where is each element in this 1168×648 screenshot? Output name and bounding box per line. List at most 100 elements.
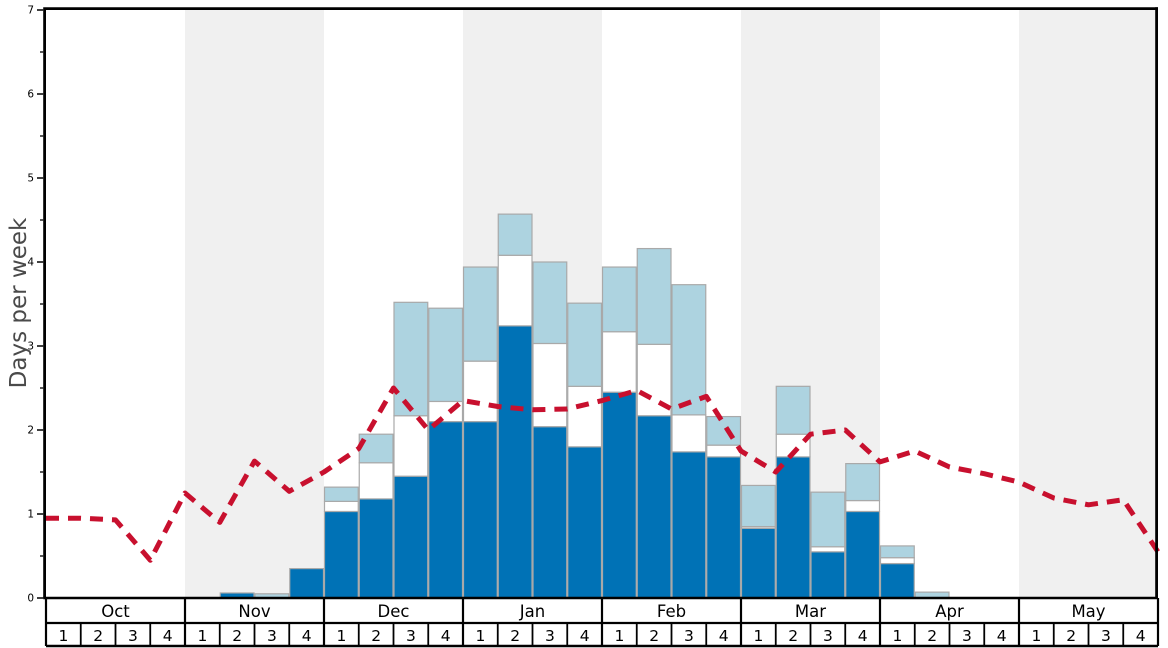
svg-text:3: 3 [545,627,555,645]
svg-text:1: 1 [197,627,207,645]
svg-text:1: 1 [475,627,485,645]
bar-week-24-segment-white [879,557,915,565]
svg-text:4: 4 [163,627,173,645]
stacked-bars [219,213,950,599]
bar-week-22-segment-dark [810,551,846,599]
bar-week-12-segment-dark [462,421,498,599]
bar-week-16-segment-dark [601,391,637,599]
bar-week-15-segment-white [567,385,603,448]
axis-table [43,596,1160,648]
bar-week-20-segment-dark [740,527,776,599]
svg-text:2: 2 [1066,627,1076,645]
svg-text:2: 2 [510,627,520,645]
svg-text:0: 0 [27,593,34,605]
bar-week-13-segment-light [497,213,533,256]
svg-text:3: 3 [684,627,694,645]
bar-week-11-segment-dark [428,421,464,599]
bar-week-24-segment-dark [879,562,915,599]
trend-line [46,385,1161,563]
svg-text:4: 4 [27,257,34,269]
bar-week-22-segment-white [810,546,846,553]
bar-week-14-segment-dark [532,426,568,599]
bar-week-19-segment-light [706,415,742,446]
bar-week-24-segment-light [879,545,915,559]
svg-text:3: 3 [1101,627,1111,645]
svg-text:Apr: Apr [935,602,964,621]
bar-week-12-segment-white [462,360,498,423]
bar-week-19-segment-white [706,444,742,458]
svg-text:3: 3 [267,627,277,645]
svg-text:3: 3 [823,627,833,645]
bar-week-13-segment-dark [497,325,533,599]
bar-week-18-segment-white [671,414,707,453]
svg-text:2: 2 [232,627,242,645]
svg-text:1: 1 [336,627,346,645]
plot-frame [43,7,1158,598]
svg-text:2: 2 [93,627,103,645]
bar-week-17-segment-dark [636,415,672,599]
svg-text:4: 4 [719,627,729,645]
bar-week-13-segment-white [497,254,533,327]
svg-text:Feb: Feb [657,602,686,621]
bar-week-20-segment-light [740,484,776,528]
svg-text:4: 4 [441,627,451,645]
svg-text:1: 1 [892,627,902,645]
bar-week-22-segment-light [810,491,846,548]
bar-week-7-segment-dark [289,567,325,599]
bar-week-18-segment-dark [671,451,707,599]
svg-text:3: 3 [27,341,34,353]
svg-text:4: 4 [1136,627,1146,645]
svg-text:4: 4 [997,627,1007,645]
bar-week-23-segment-dark [845,510,881,599]
shaded-band-may [1019,10,1158,598]
bar-week-15-segment-light [567,302,603,387]
svg-text:Mar: Mar [795,602,826,621]
svg-text:3: 3 [962,627,972,645]
svg-text:1: 1 [614,627,624,645]
svg-text:Oct: Oct [101,602,130,621]
month-labels: Oct Nov Dec Jan Feb Mar Apr May [101,602,1106,621]
svg-text:1: 1 [753,627,763,645]
bar-week-16-segment-light [601,266,637,333]
svg-text:Jan: Jan [519,602,545,621]
svg-text:2: 2 [927,627,937,645]
bar-week-23-segment-white [845,499,881,513]
y-axis-title: Days per week [6,217,32,389]
y-axis-ticks: 0 1 2 3 4 5 6 7 [27,5,44,605]
bar-week-11-segment-light [428,307,464,403]
svg-text:2: 2 [371,627,381,645]
bar-week-9-segment-white [358,462,394,500]
svg-text:1: 1 [58,627,68,645]
svg-text:1: 1 [27,509,34,521]
svg-text:4: 4 [580,627,590,645]
svg-text:4: 4 [858,627,868,645]
svg-text:1: 1 [1031,627,1041,645]
trend-line-group [46,385,1161,563]
bar-week-14-segment-light [532,261,568,345]
bar-week-9-segment-dark [358,498,394,599]
bar-week-19-segment-dark [706,456,742,599]
svg-text:Nov: Nov [238,602,270,621]
bar-week-8-segment-dark [323,510,359,599]
bar-week-17-segment-light [636,247,672,345]
bar-week-12-segment-light [462,266,498,362]
bar-week-15-segment-dark [567,446,603,599]
bar-week-10-segment-light [393,301,429,417]
bar-week-23-segment-light [845,463,881,502]
svg-text:May: May [1071,602,1105,621]
bar-week-16-segment-white [601,331,637,393]
bar-week-18-segment-light [671,284,707,416]
svg-text:2: 2 [649,627,659,645]
bar-week-10-segment-dark [393,475,429,599]
bar-week-8-segment-white [323,500,359,513]
bar-week-21-segment-dark [775,456,811,599]
bar-week-8-segment-light [323,486,359,502]
bar-week-9-segment-light [358,433,394,464]
bar-week-21-segment-light [775,385,811,435]
svg-text:6: 6 [27,89,34,101]
svg-text:Dec: Dec [378,602,410,621]
week-labels: 1 2 3 4 1 2 3 4 1 2 3 4 1 2 3 4 1 2 3 4 1 2 3 4 1 2 3 4 1 2 3 4 [58,627,1145,645]
bar-week-14-segment-white [532,342,568,428]
